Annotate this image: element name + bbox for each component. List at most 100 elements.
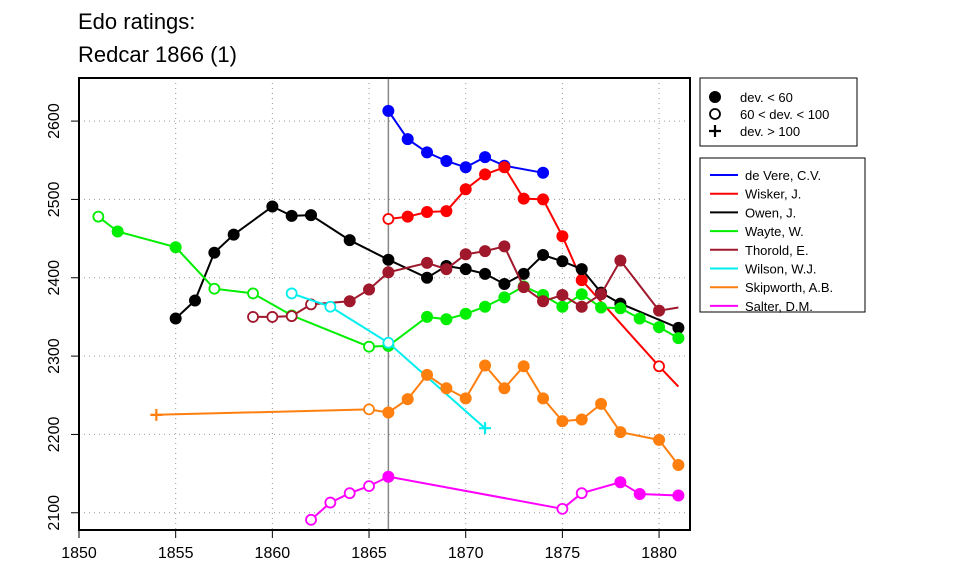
data-point: [556, 415, 569, 428]
marker-legend-label: 60 < dev. < 100: [740, 107, 829, 122]
data-point: [575, 300, 588, 313]
marker-legend-symbol: [709, 125, 721, 137]
series-line: [310, 475, 679, 521]
data-point: [440, 155, 453, 168]
data-point: [169, 312, 182, 325]
data-point: [421, 310, 434, 323]
x-tick-label: 1880: [641, 545, 677, 562]
data-point: [556, 288, 569, 301]
data-point: [382, 104, 395, 117]
data-point: [421, 205, 434, 218]
marker-legend-label: dev. > 100: [740, 124, 800, 139]
data-point: [575, 413, 588, 426]
data-point: [575, 288, 588, 301]
data-point: [517, 360, 530, 373]
x-tick-label: 1865: [351, 545, 387, 562]
marker-legend-box: [699, 77, 858, 147]
data-point: [382, 406, 395, 419]
data-point: [614, 476, 627, 489]
data-point: [498, 161, 511, 174]
marker-legend-symbol: [709, 91, 721, 103]
y-tick-label: 2400: [46, 260, 63, 296]
series-legend-label: de Vere, C.V.: [745, 168, 821, 183]
data-point: [363, 340, 375, 353]
data-point: [595, 301, 608, 314]
data-point: [575, 263, 588, 276]
data-point: [382, 470, 395, 483]
data-point: [459, 183, 472, 196]
data-point: [285, 287, 298, 300]
data-point: [363, 403, 375, 416]
data-point: [421, 271, 434, 284]
data-point: [401, 210, 414, 223]
data-point: [479, 245, 492, 258]
data-point: [498, 278, 511, 291]
series-layer: [92, 78, 685, 530]
data-point: [537, 249, 550, 262]
data-point: [459, 392, 472, 405]
data-point: [421, 256, 434, 269]
marker-legend-symbol: [709, 108, 721, 120]
data-point: [575, 487, 588, 500]
data-point: [208, 282, 221, 295]
series-legend-label: Wayte, W.: [745, 224, 804, 239]
data-point: [653, 433, 666, 446]
series-legend-label: Thorold, E.: [745, 243, 809, 258]
y-tick-label: 2200: [46, 417, 63, 453]
data-point: [459, 248, 472, 261]
data-point: [305, 513, 317, 526]
data-point: [575, 274, 588, 287]
series-7: [305, 470, 685, 526]
data-point: [382, 336, 395, 349]
x-tick-label: 1855: [158, 545, 194, 562]
series-legend-label: Skipworth, A.B.: [745, 280, 833, 295]
x-tick-label: 1850: [61, 545, 97, 562]
x-tick-label: 1870: [448, 545, 484, 562]
y-tick-label: 2500: [46, 182, 63, 218]
data-point: [343, 487, 356, 500]
data-point: [401, 133, 414, 146]
data-point: [479, 267, 492, 280]
y-tick-label: 2300: [46, 338, 63, 374]
series-line: [156, 363, 680, 466]
data-point: [189, 294, 202, 307]
data-point: [285, 209, 298, 222]
series-line: [291, 292, 486, 429]
data-point: [537, 166, 550, 179]
data-point: [266, 311, 279, 323]
data-point: [150, 408, 163, 421]
data-point: [343, 295, 356, 308]
data-point: [440, 205, 453, 218]
data-point: [498, 291, 511, 304]
series-line: [97, 215, 679, 348]
data-point: [556, 255, 569, 268]
data-point: [672, 489, 685, 502]
data-point: [169, 241, 182, 254]
data-point: [595, 397, 608, 410]
data-point: [459, 263, 472, 276]
series-legend-label: Owen, J.: [745, 205, 796, 220]
y-tick-label: 2600: [46, 103, 63, 139]
data-point: [479, 300, 492, 313]
series-legend-label: Salter, D.M.: [745, 299, 813, 314]
x-tick-label: 1875: [545, 545, 581, 562]
data-point: [672, 321, 685, 334]
data-point: [614, 254, 627, 267]
data-point: [556, 502, 569, 515]
data-point: [421, 146, 434, 159]
data-point: [614, 426, 627, 439]
data-point: [363, 283, 376, 296]
data-point: [517, 281, 530, 294]
marker-legend-label: dev. < 60: [740, 90, 793, 105]
data-point: [363, 480, 375, 493]
data-point: [556, 300, 569, 313]
data-point: [653, 304, 666, 317]
data-point: [401, 393, 414, 406]
series-legend: de Vere, C.V. Wisker, J. Owen, J. Wayte, W.…: [699, 157, 866, 314]
data-point: [382, 253, 395, 266]
series-legend-label: Wilson, W.J.: [745, 262, 817, 277]
series-5: [285, 287, 492, 435]
data-point: [479, 422, 492, 435]
data-point: [227, 228, 240, 241]
